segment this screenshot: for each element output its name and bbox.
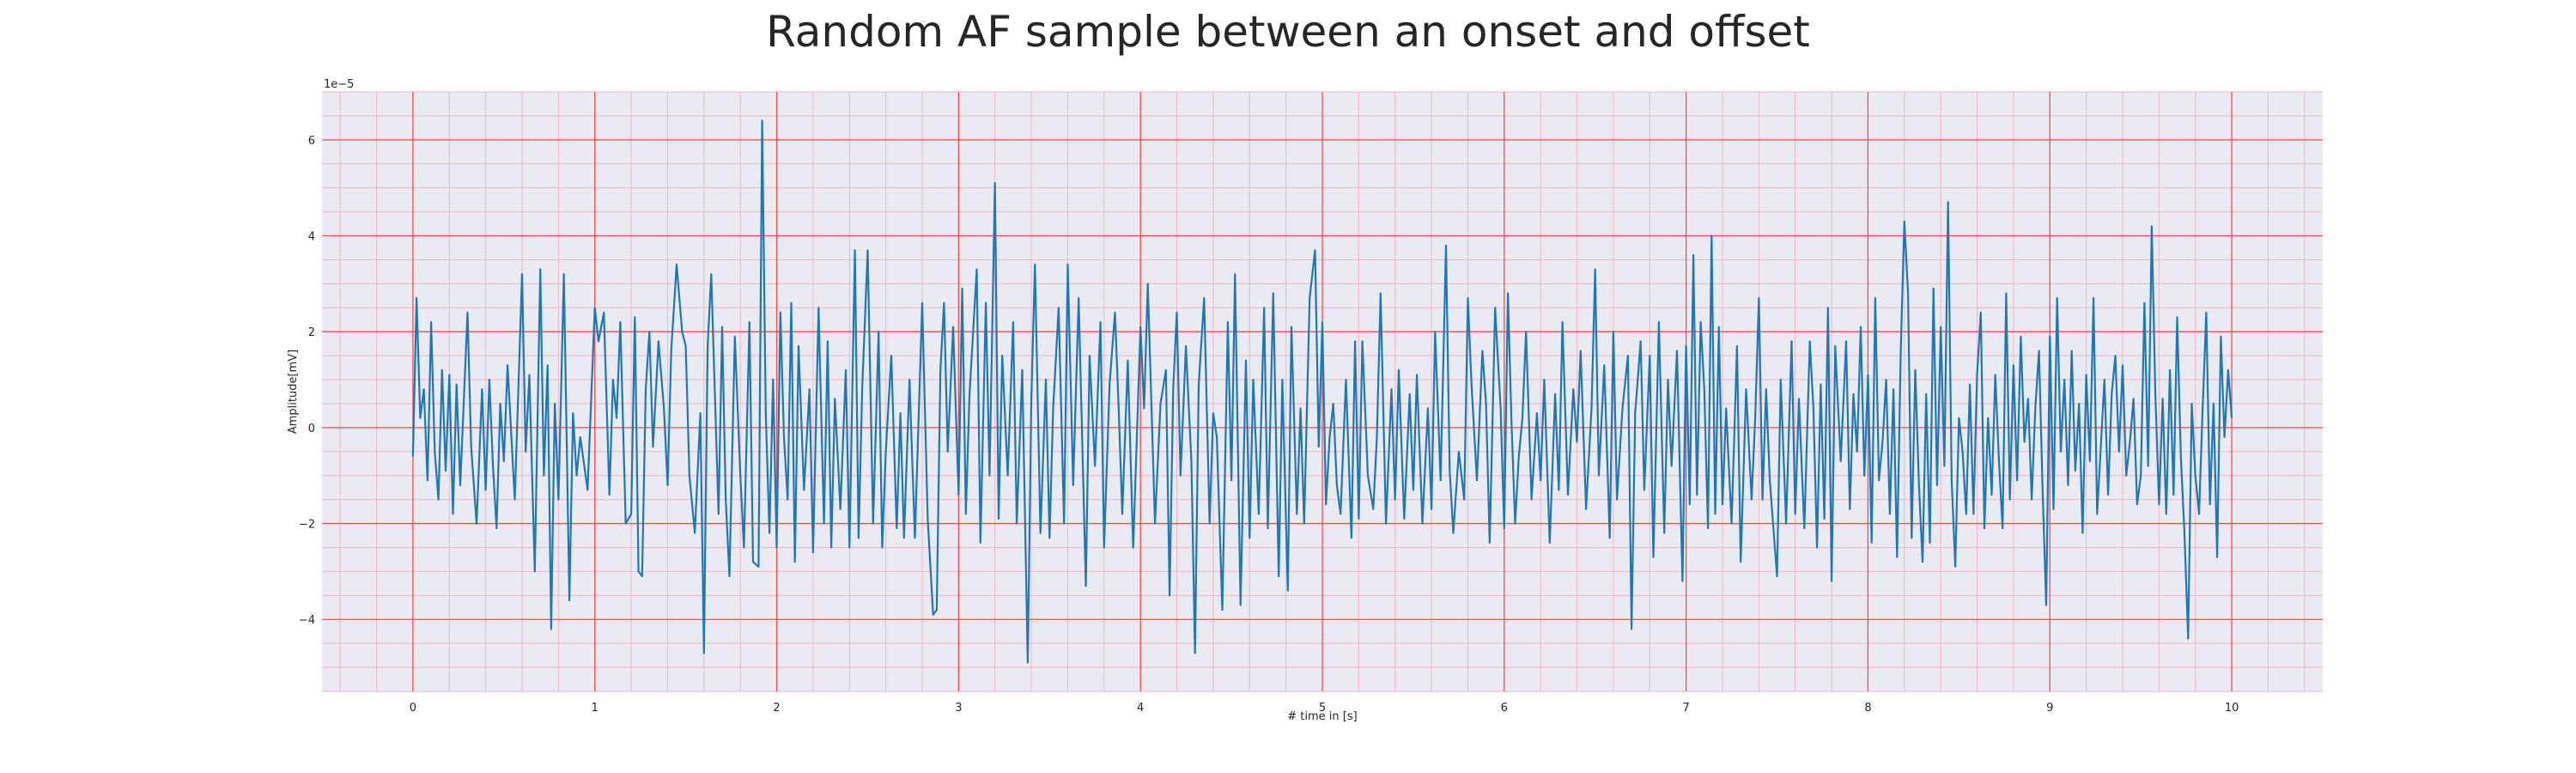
y-tick-label: 6	[308, 135, 315, 148]
x-tick-label: 7	[1682, 702, 1689, 715]
x-tick-label: 9	[2046, 702, 2053, 715]
x-tick-label: 6	[1501, 702, 1508, 715]
signal-line	[411, 119, 2233, 664]
x-tick-label: 3	[955, 702, 962, 715]
x-tick-label: 1	[592, 702, 598, 715]
series-group	[411, 119, 2233, 664]
y-tick-label: 2	[308, 326, 315, 339]
y-tick-labels: −4 −2 0 2 4 6	[299, 135, 315, 627]
y-tick-label: −2	[299, 519, 315, 532]
chart-title: Random AF sample between an onset and of…	[766, 7, 1810, 57]
x-tick-labels: 0 1 2 3 4 5 6 7 8 9 10	[410, 702, 2239, 715]
y-tick-label: 0	[308, 423, 315, 435]
y-offset-text: 1e−5	[324, 78, 354, 91]
x-tick-label: 5	[1319, 702, 1326, 715]
major-grid	[322, 92, 2323, 691]
y-tick-label: −4	[299, 614, 315, 627]
y-axis-label: Amplitude[mV]	[287, 350, 300, 434]
x-tick-label: 0	[410, 702, 416, 715]
y-tick-label: 4	[308, 231, 315, 244]
x-tick-label: 8	[1864, 702, 1871, 715]
x-tick-label: 2	[773, 702, 780, 715]
x-tick-label: 4	[1137, 702, 1144, 715]
x-axis-label: # time in [s]	[1287, 710, 1357, 723]
x-tick-label: 10	[2225, 702, 2239, 715]
